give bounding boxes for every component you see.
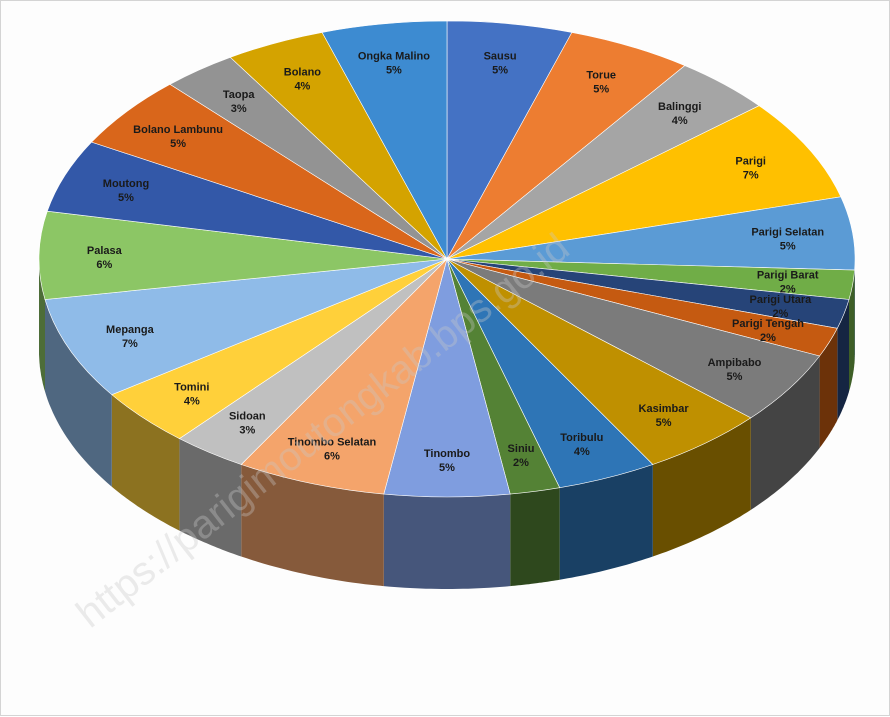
- pie-top-faces: [39, 21, 855, 497]
- slice-side-siniu: [510, 488, 560, 586]
- slice-side-tinombo: [384, 494, 510, 589]
